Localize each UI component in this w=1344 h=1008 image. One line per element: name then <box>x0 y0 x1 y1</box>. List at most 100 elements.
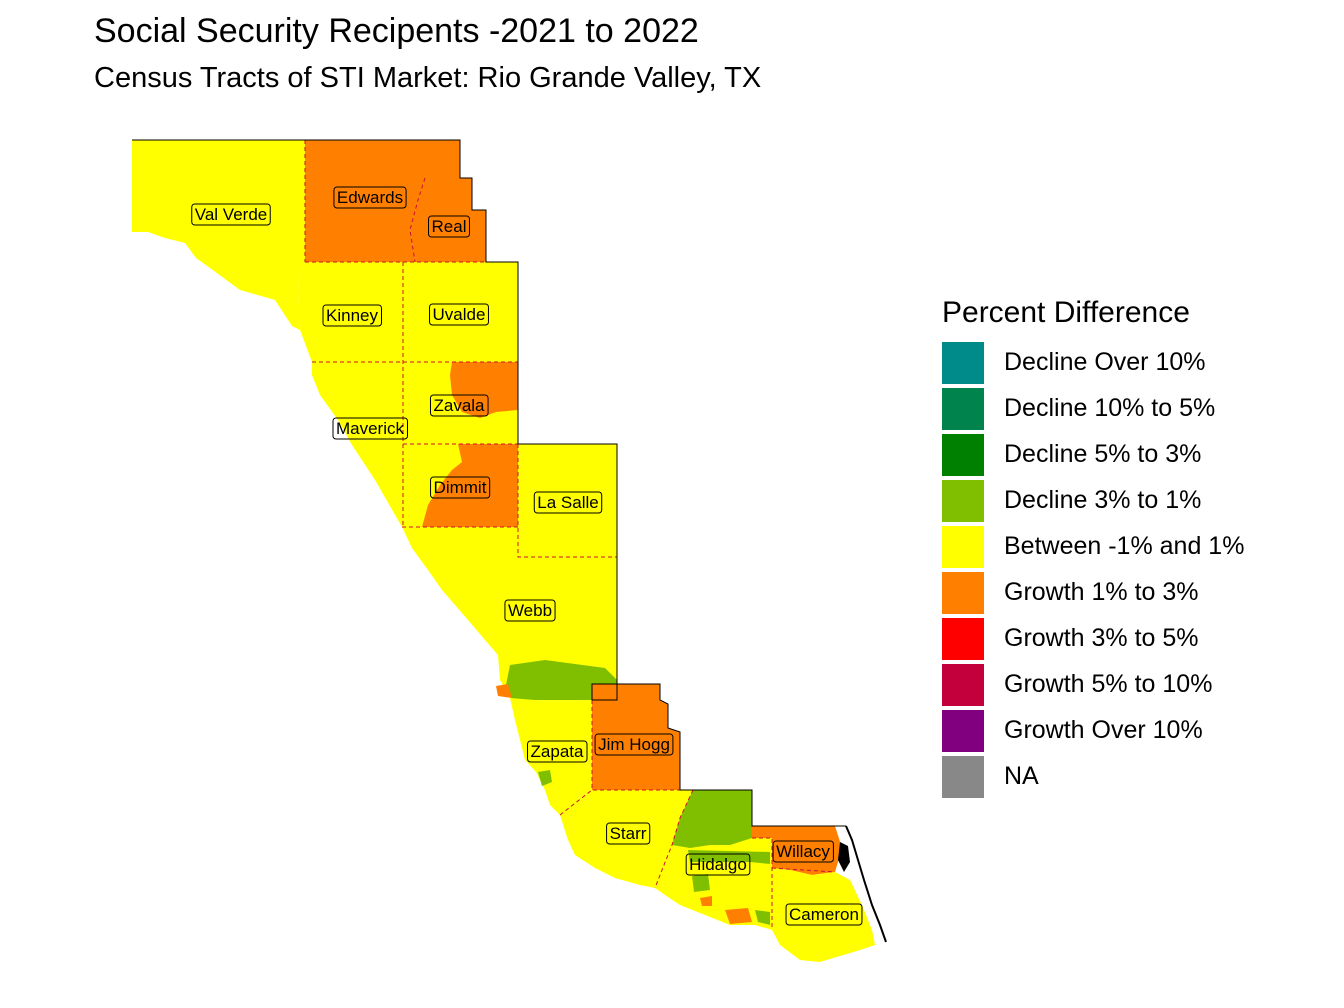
legend-item: Decline 3% to 1% <box>942 478 1201 524</box>
county-kinney <box>298 262 403 362</box>
hidalgo-decline-patch-b <box>755 910 770 925</box>
market-outline <box>132 139 846 827</box>
label-box <box>428 215 470 238</box>
county-jim-hogg <box>592 684 680 790</box>
dimmit-growth-tract <box>422 444 518 527</box>
legend-swatch <box>942 710 984 752</box>
label-box <box>429 394 489 417</box>
legend-label: Decline 10% to 5% <box>1004 394 1216 422</box>
county-label-val-verde: Val Verde <box>191 203 271 226</box>
coastline-island <box>845 825 887 943</box>
hidalgo-decline-patch-a <box>692 874 710 892</box>
label-text: Maverick <box>336 419 405 438</box>
county-zapata <box>510 698 592 815</box>
legend-item: Growth 5% to 10% <box>942 662 1212 708</box>
county-real <box>410 178 486 262</box>
county-willacy <box>752 826 842 875</box>
county-label-hidalgo: Hidalgo <box>685 853 751 876</box>
tract-fills <box>132 140 887 962</box>
label-text: Hidalgo <box>689 855 747 874</box>
county-label-starr: Starr <box>606 822 651 845</box>
label-box <box>322 304 382 327</box>
legend-item: Between -1% and 1% <box>942 524 1244 570</box>
label-text: Val Verde <box>195 205 267 224</box>
county-starr <box>560 790 693 888</box>
label-box <box>606 822 651 845</box>
county-la-salle <box>518 444 617 557</box>
webb-growth-tract <box>496 684 512 698</box>
boundary-line <box>771 867 836 873</box>
label-text: Kinney <box>326 306 378 325</box>
zavala-growth-tract <box>450 362 518 418</box>
legend-item: Decline 5% to 3% <box>942 432 1201 478</box>
label-box <box>332 417 409 440</box>
county-label-willacy: Willacy <box>772 840 834 863</box>
legend-swatch <box>942 664 984 706</box>
webb-decline-tract <box>506 660 617 700</box>
legend-item: Growth Over 10% <box>942 708 1203 754</box>
label-text: La Salle <box>537 493 598 512</box>
bay-waters <box>838 842 850 872</box>
label-box <box>430 476 491 499</box>
legend-label: NA <box>1004 762 1039 790</box>
legend-label: Decline 5% to 3% <box>1004 440 1202 468</box>
county-label-maverick: Maverick <box>332 417 409 440</box>
county-webb <box>402 527 617 702</box>
legend-title: Percent Difference <box>942 296 1190 329</box>
label-box <box>685 853 751 876</box>
legend-item: Growth 3% to 5% <box>942 616 1199 662</box>
county-labels: Val Verde Edwards Real Kinney Uvalde Zavala Ma… <box>191 186 863 926</box>
legend-swatch <box>942 388 984 430</box>
zapata-decline-tract <box>538 770 552 786</box>
label-text: Starr <box>610 824 647 843</box>
label-box <box>785 903 863 926</box>
county-label-webb: Webb <box>504 599 556 622</box>
county-label-zapata: Zapata <box>527 740 588 763</box>
label-text: Uvalde <box>433 305 486 324</box>
legend-label: Growth Over 10% <box>1004 716 1203 744</box>
legend-swatch <box>942 618 984 660</box>
label-box <box>429 303 489 326</box>
county-boundaries <box>304 140 836 930</box>
legend-swatch <box>942 572 984 614</box>
legend-item: Decline 10% to 5% <box>942 386 1215 432</box>
legend-item: Growth 1% to 3% <box>942 570 1199 616</box>
legend-label: Decline 3% to 1% <box>1004 486 1202 514</box>
label-box <box>533 491 603 514</box>
label-text: Real <box>432 217 467 236</box>
legend-label: Growth 5% to 10% <box>1004 670 1213 698</box>
label-text: Edwards <box>337 188 403 207</box>
label-box <box>527 740 588 763</box>
boundary-line <box>591 700 693 791</box>
county-val-verde <box>132 140 305 330</box>
outline-path <box>132 139 846 827</box>
county-maverick <box>312 362 403 527</box>
county-label-zavala: Zavala <box>429 394 489 417</box>
legend-swatch <box>942 434 984 476</box>
label-box <box>333 186 407 209</box>
boundary-line <box>654 789 694 889</box>
map-title: Social Security Recipents -2021 to 2022 <box>94 12 699 50</box>
legend-label: Decline Over 10% <box>1004 348 1206 376</box>
legend-swatch <box>942 342 984 384</box>
county-label-real: Real <box>428 215 470 238</box>
boundary-line <box>409 177 426 263</box>
map-subtitle: Census Tracts of STI Market: Rio Grande … <box>94 62 762 94</box>
label-box <box>191 203 271 226</box>
hidalgo-growth-patch-b <box>700 896 712 906</box>
label-text: Willacy <box>776 842 830 861</box>
county-label-la-salle: La Salle <box>533 491 603 514</box>
label-box <box>772 840 834 863</box>
label-box <box>504 599 556 622</box>
county-label-dimmit: Dimmit <box>430 476 491 499</box>
county-edwards <box>305 140 460 262</box>
county-label-jim-hogg: Jim Hogg <box>594 733 674 756</box>
label-text: Jim Hogg <box>598 735 670 754</box>
legend-label: Growth 1% to 3% <box>1004 578 1199 606</box>
legend-item: Decline Over 10% <box>942 340 1205 386</box>
county-label-edwards: Edwards <box>333 186 407 209</box>
legend-label: Growth 3% to 5% <box>1004 624 1199 652</box>
legend-swatch <box>942 756 984 798</box>
legend-item: NA <box>942 754 1190 800</box>
